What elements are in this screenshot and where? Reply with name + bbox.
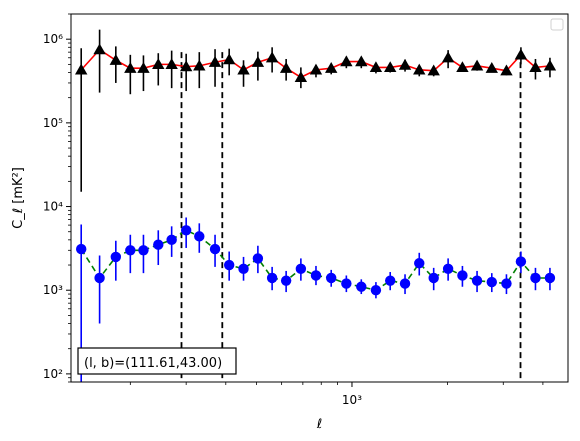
series-1-point bbox=[544, 272, 556, 284]
series-0-point bbox=[93, 43, 106, 55]
series-1-point bbox=[515, 256, 527, 267]
series-0-point bbox=[485, 62, 498, 73]
series-0-point bbox=[75, 63, 88, 75]
series-1-point bbox=[486, 276, 497, 288]
x-tick-label: 10³ bbox=[342, 393, 362, 407]
series-0-point bbox=[279, 62, 293, 73]
annotation-text: (l, b)=(111.61,43.00) bbox=[84, 356, 222, 371]
series-0-point bbox=[294, 71, 308, 82]
y-tick-label: 10⁴ bbox=[43, 200, 63, 214]
series-0-point bbox=[470, 59, 484, 71]
series-1-point bbox=[238, 263, 249, 275]
series-0-point bbox=[369, 61, 383, 73]
series-1-point bbox=[266, 272, 278, 284]
series-0-point bbox=[124, 62, 137, 73]
series-1-point bbox=[166, 234, 177, 246]
series-1-point bbox=[295, 263, 307, 275]
series-1-point bbox=[399, 278, 411, 289]
series-1-point bbox=[94, 272, 105, 284]
y-tick-label: 10⁵ bbox=[43, 116, 63, 130]
series-1-point bbox=[153, 239, 164, 250]
series-1-point bbox=[471, 275, 483, 286]
data-markers bbox=[75, 43, 557, 296]
series-1-point bbox=[442, 263, 454, 275]
series-0-point bbox=[384, 61, 397, 73]
series-0-point bbox=[413, 63, 426, 75]
y-tick-label: 10³ bbox=[43, 283, 63, 297]
series-0-point bbox=[514, 48, 528, 60]
series-1-point bbox=[125, 245, 136, 256]
series-0-point bbox=[456, 61, 469, 73]
series-0-point bbox=[309, 63, 323, 75]
series-0-point bbox=[265, 51, 279, 63]
series-0-point bbox=[193, 59, 206, 71]
series-0-point bbox=[529, 61, 542, 73]
series-1-point bbox=[370, 285, 382, 296]
y-axis-label: C_ℓ [mK²] bbox=[11, 167, 26, 229]
series-0-point bbox=[441, 51, 455, 63]
series-0-point bbox=[398, 58, 412, 70]
plot-frame bbox=[70, 13, 569, 383]
series-1-point bbox=[209, 243, 221, 255]
series-1-point bbox=[341, 278, 352, 289]
y-axis-ticks: 10² 10³ 10⁴ 10⁵ 10⁶ bbox=[43, 13, 71, 383]
error-bars bbox=[80, 29, 551, 382]
series-1-point bbox=[414, 258, 425, 269]
series-0-point bbox=[543, 59, 557, 71]
series-0-point bbox=[208, 56, 222, 67]
series-0-point bbox=[152, 58, 165, 70]
series-0-point bbox=[427, 64, 440, 76]
series-1-point bbox=[280, 275, 292, 286]
series-0-point bbox=[325, 62, 338, 73]
series-1-point bbox=[428, 272, 439, 284]
series-1-point bbox=[501, 278, 512, 289]
series-1-point bbox=[110, 251, 122, 263]
series-1-point bbox=[326, 272, 337, 284]
series-0-point bbox=[179, 60, 193, 72]
series-0-point bbox=[251, 56, 265, 67]
series-0-point bbox=[222, 53, 236, 65]
series-1-point bbox=[76, 243, 87, 255]
series-1-point bbox=[530, 272, 541, 284]
series-1-point bbox=[223, 259, 235, 271]
legend-box bbox=[550, 18, 564, 31]
series-1-point bbox=[457, 270, 468, 281]
series-1-point bbox=[180, 225, 192, 236]
series-1-point bbox=[356, 281, 367, 292]
annotation-box bbox=[77, 347, 237, 375]
series-0-point bbox=[109, 54, 123, 65]
x-axis-ticks: 10³ bbox=[129, 382, 544, 407]
series-0-point bbox=[355, 55, 368, 67]
series-lines bbox=[80, 48, 551, 292]
series-1-point bbox=[385, 275, 396, 286]
series-1-point bbox=[194, 231, 205, 242]
series-1-point bbox=[138, 245, 149, 256]
y-tick-label: 10² bbox=[43, 367, 63, 381]
y-tick-label: 10⁶ bbox=[43, 32, 63, 46]
x-axis-label: ℓ bbox=[316, 417, 322, 432]
series-0-point bbox=[500, 64, 513, 76]
series-0-point bbox=[137, 62, 150, 73]
series-0-point bbox=[165, 58, 178, 70]
vertical-dashed-lines bbox=[180, 52, 522, 382]
series-1-point bbox=[310, 270, 322, 281]
series-1-point bbox=[252, 253, 264, 264]
series-0-point bbox=[340, 55, 353, 67]
series-0-point bbox=[237, 63, 250, 75]
